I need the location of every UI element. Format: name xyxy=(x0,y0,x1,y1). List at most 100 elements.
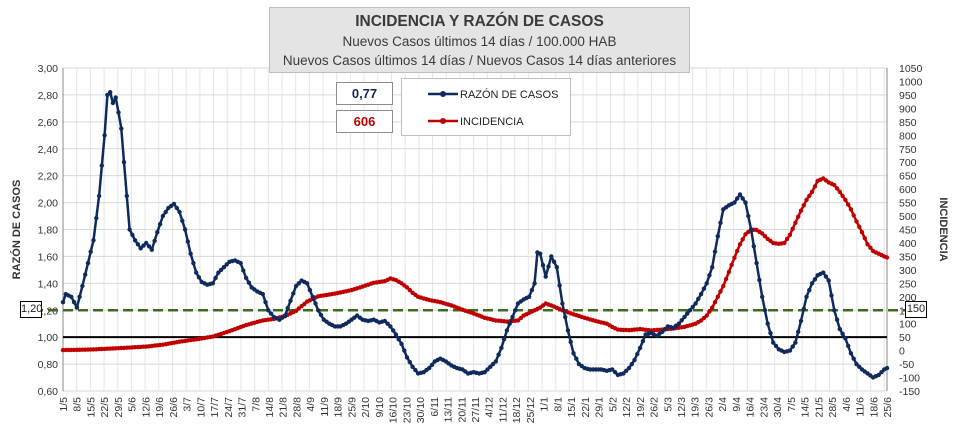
data-point-raz-n-de-casos xyxy=(804,294,809,299)
data-point-raz-n-de-casos xyxy=(735,196,740,201)
y-tick-label-right: 800 xyxy=(899,130,917,142)
data-point-incidencia xyxy=(834,186,840,191)
y-tick-label-right: 1000 xyxy=(899,76,923,88)
y-tick-label-left: 2,00 xyxy=(38,198,59,210)
data-point-incidencia xyxy=(859,230,865,235)
x-tick-label: 5/3 xyxy=(662,397,674,412)
data-point-incidencia xyxy=(762,234,768,239)
data-point-incidencia xyxy=(712,300,718,305)
data-point-raz-n-de-casos xyxy=(171,201,177,207)
data-point-raz-n-de-casos xyxy=(757,277,762,283)
data-point-raz-n-de-casos xyxy=(69,294,74,299)
data-point-incidencia xyxy=(518,315,523,321)
data-point-raz-n-de-casos xyxy=(191,260,196,266)
data-point-raz-n-de-casos xyxy=(621,371,626,376)
x-axis-ticks: 1/5 8/5 15/5 22/5 29/5 5/6 12/6 19/6 26/6 3/7 10/7… xyxy=(58,397,894,423)
data-point-incidencia xyxy=(718,289,723,294)
x-tick-label: 13/11 xyxy=(443,397,455,423)
y-tick-label-right: 700 xyxy=(899,157,917,169)
y-tick-label-right: 450 xyxy=(899,225,917,237)
data-point-raz-n-de-casos xyxy=(754,260,759,266)
y-tick-label-left: 0,80 xyxy=(38,359,59,371)
x-tick-label: 19/3 xyxy=(690,397,702,418)
data-point-raz-n-de-casos xyxy=(268,311,274,316)
right-axis-ticks: -150-100-5005010015020025030035040045050… xyxy=(899,63,923,398)
y-tick-label-right: -50 xyxy=(899,359,914,371)
x-tick-label: 10/7 xyxy=(195,397,207,418)
data-point-raz-n-de-casos xyxy=(388,324,393,329)
data-point-incidencia xyxy=(862,236,867,241)
data-point-raz-n-de-casos xyxy=(554,265,559,270)
data-point-raz-n-de-casos xyxy=(801,306,806,312)
chart-subtitle-2: Nuevos Casos últimos 14 días / Nuevos Ca… xyxy=(282,53,677,68)
x-tick-label: 4/6 xyxy=(841,397,853,412)
data-point-incidencia xyxy=(787,232,793,238)
data-point-raz-n-de-casos xyxy=(624,368,629,373)
data-point-raz-n-de-casos xyxy=(551,259,557,264)
data-point-raz-n-de-casos xyxy=(698,291,704,297)
x-tick-label: 7/5 xyxy=(786,397,798,412)
y-tick-label-right: 850 xyxy=(899,117,917,129)
data-point-raz-n-de-casos xyxy=(501,337,507,342)
data-point-raz-n-de-casos xyxy=(266,308,271,313)
data-point-incidencia xyxy=(837,189,842,194)
x-tick-label: 26/2 xyxy=(649,397,661,418)
data-point-raz-n-de-casos xyxy=(121,160,127,165)
data-point-raz-n-de-casos xyxy=(732,200,737,205)
data-point-raz-n-de-casos xyxy=(243,275,249,281)
data-point-raz-n-de-casos xyxy=(185,239,190,244)
x-tick-label: 17/7 xyxy=(209,397,221,418)
data-point-raz-n-de-casos xyxy=(826,278,831,283)
data-point-raz-n-de-casos xyxy=(821,270,826,275)
y-tick-label-left: 3,00 xyxy=(38,63,59,75)
legend-ratio-marker xyxy=(440,91,446,97)
x-tick-label: 4/9 xyxy=(305,397,317,412)
data-point-raz-n-de-casos xyxy=(834,317,840,322)
data-point-raz-n-de-casos xyxy=(221,265,227,270)
data-point-incidencia xyxy=(796,214,801,219)
data-point-raz-n-de-casos xyxy=(560,301,565,306)
data-point-raz-n-de-casos xyxy=(152,238,157,244)
data-point-incidencia xyxy=(737,242,743,247)
reference-label-right: 150 xyxy=(905,301,927,319)
y-tick-label-right: 500 xyxy=(899,211,917,223)
y-tick-label-left: 1,60 xyxy=(38,251,59,263)
data-point-raz-n-de-casos xyxy=(85,260,91,266)
reference-label-left: 1,20 xyxy=(20,301,42,319)
data-point-raz-n-de-casos xyxy=(513,308,518,313)
data-point-raz-n-de-casos xyxy=(238,260,243,266)
data-point-raz-n-de-casos xyxy=(662,326,668,332)
data-point-raz-n-de-casos xyxy=(546,264,551,269)
chart-title-box: INCIDENCIA Y RAZÓN DE CASOS Nuevos Casos… xyxy=(269,7,690,73)
data-point-raz-n-de-casos xyxy=(793,340,798,345)
data-point-incidencia xyxy=(793,220,798,225)
data-point-raz-n-de-casos xyxy=(102,133,107,138)
x-tick-label: 21/8 xyxy=(278,397,290,418)
data-point-raz-n-de-casos xyxy=(149,247,154,252)
data-point-raz-n-de-casos xyxy=(837,326,842,332)
x-tick-label: 25/9 xyxy=(346,397,358,418)
legend-ratio-label: RAZÓN DE CASOS xyxy=(460,88,558,101)
x-tick-label: 31/7 xyxy=(237,397,249,418)
y-tick-label-right: 0 xyxy=(899,346,905,358)
y-tick-label-left: 1,40 xyxy=(38,278,59,290)
data-point-raz-n-de-casos xyxy=(182,227,188,232)
x-tick-label: 26/6 xyxy=(168,397,180,418)
y-tick-label-left: 2,60 xyxy=(38,117,59,129)
data-point-incidencia xyxy=(840,193,845,199)
data-point-raz-n-de-casos xyxy=(410,364,415,369)
data-point-raz-n-de-casos xyxy=(246,280,252,285)
data-point-raz-n-de-casos xyxy=(543,274,548,279)
data-point-raz-n-de-casos xyxy=(807,287,812,293)
data-point-raz-n-de-casos xyxy=(812,277,818,282)
data-point-raz-n-de-casos xyxy=(218,267,224,273)
x-tick-label: 16/4 xyxy=(745,397,757,418)
y-tick-label-right: -150 xyxy=(899,386,920,398)
data-point-incidencia xyxy=(707,309,712,314)
data-point-raz-n-de-casos xyxy=(746,213,751,219)
y-tick-label-right: 200 xyxy=(899,292,917,304)
data-point-raz-n-de-casos xyxy=(712,249,718,254)
data-point-incidencia xyxy=(884,255,890,260)
y-tick-label-left: 0,60 xyxy=(38,386,59,398)
data-point-incidencia xyxy=(715,294,720,299)
